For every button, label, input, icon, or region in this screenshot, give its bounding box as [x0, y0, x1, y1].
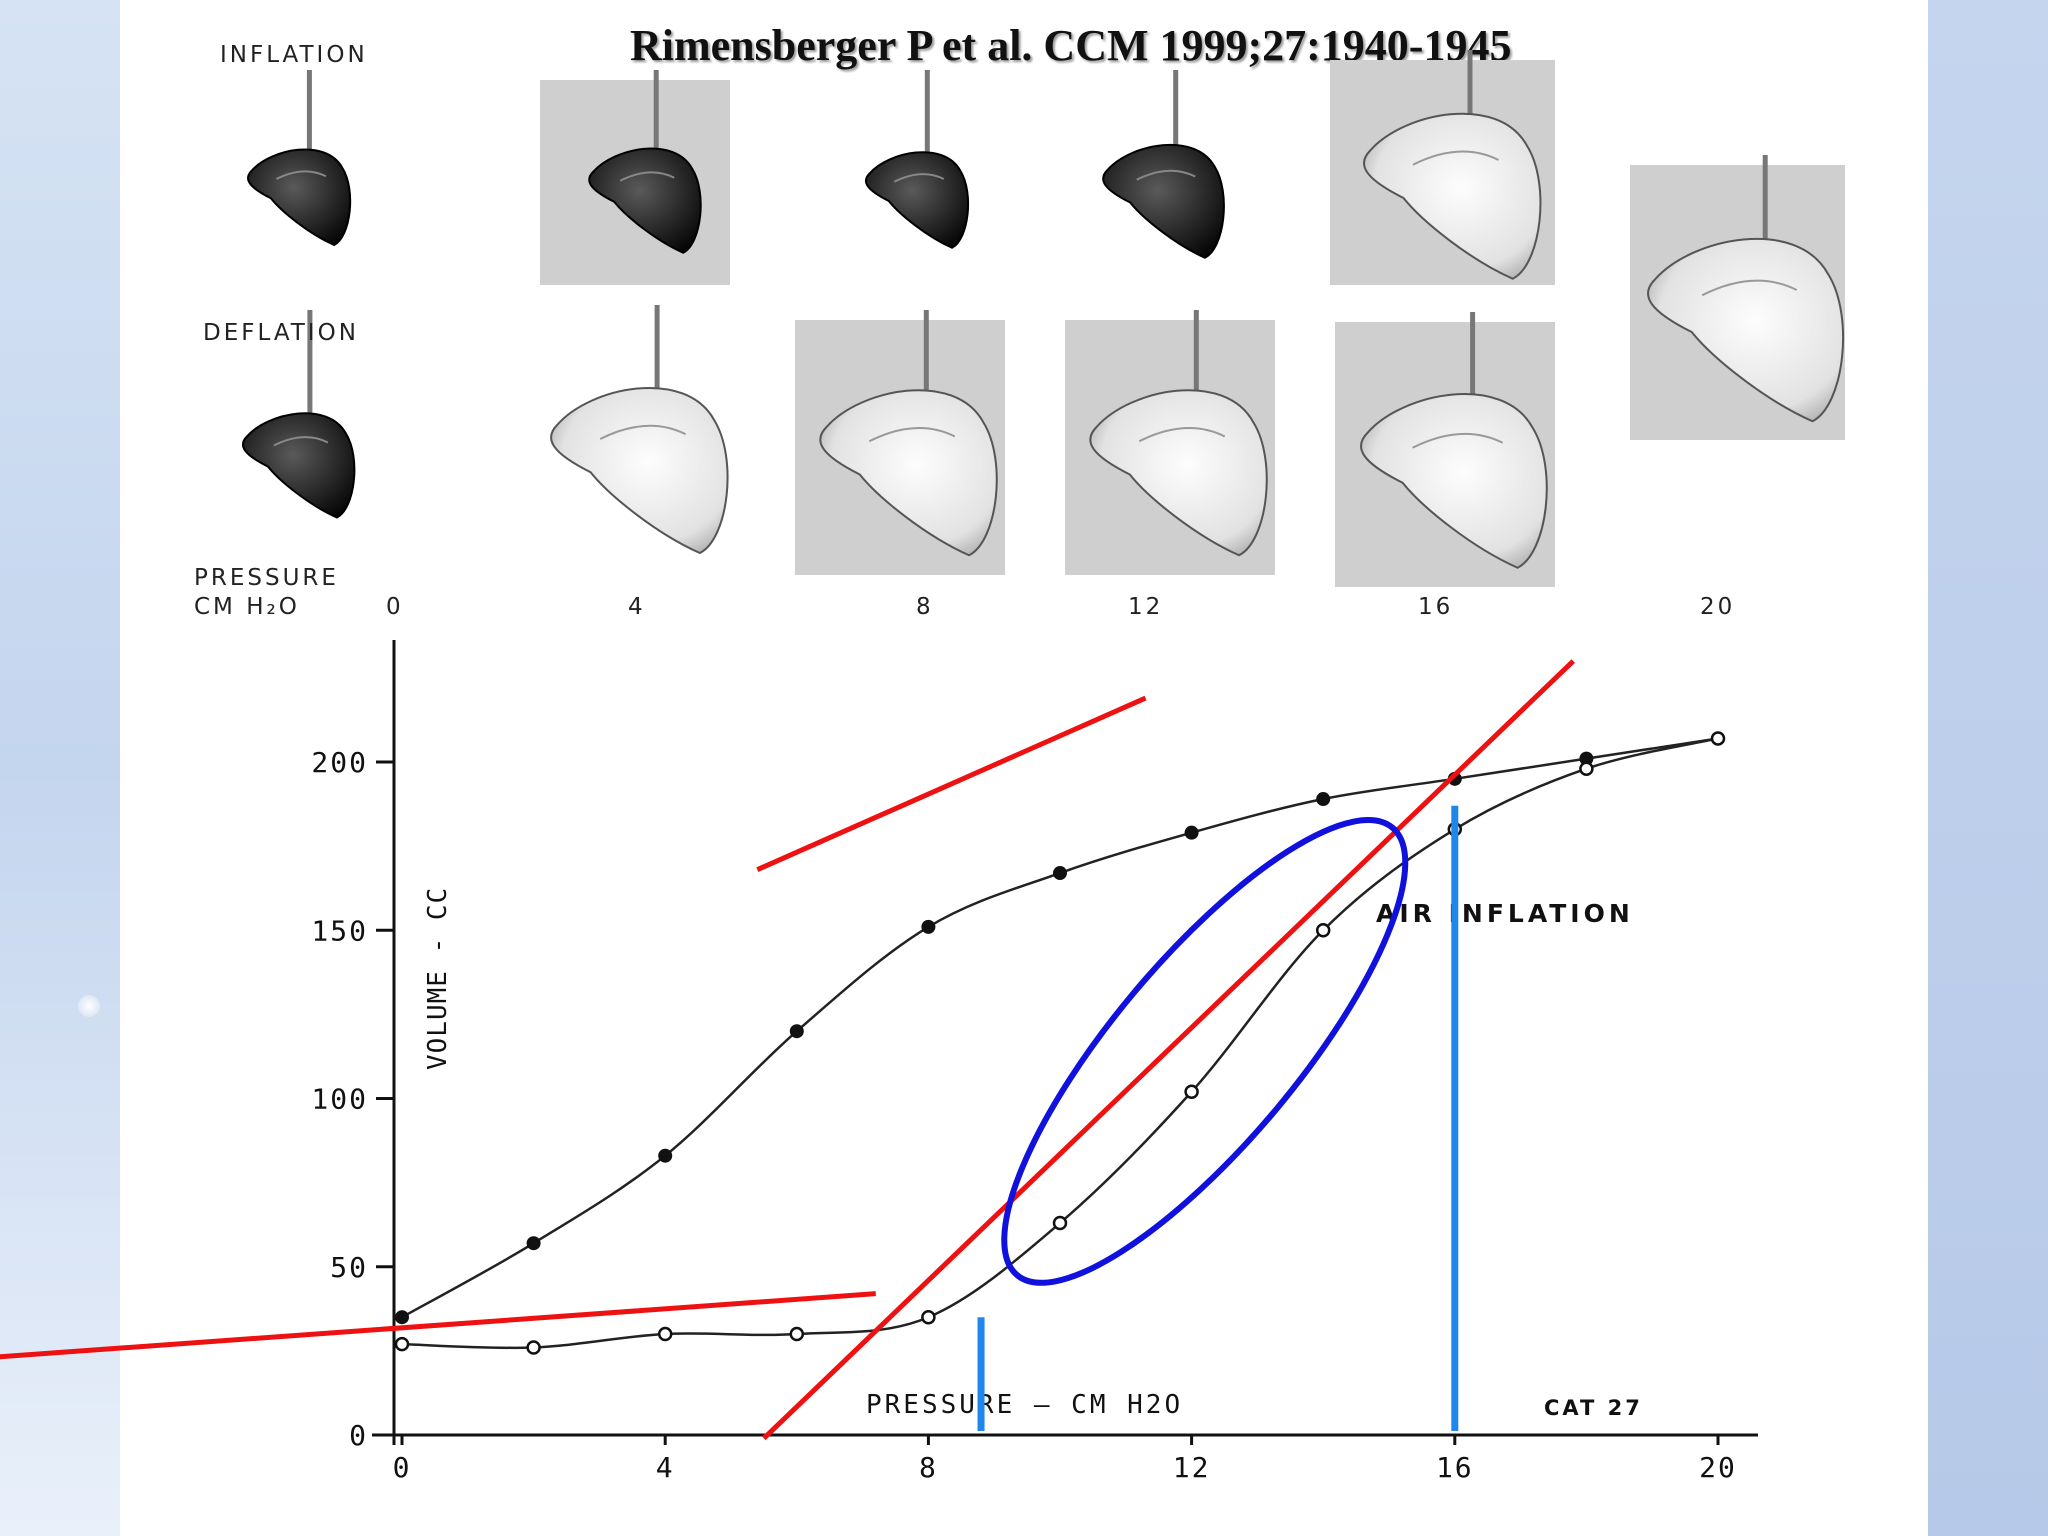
- series-1-point-3: [789, 1326, 805, 1342]
- unit-row-label: CM H₂O: [194, 594, 300, 620]
- series-1-point-6: [1184, 1084, 1199, 1100]
- series-1-point-4: [921, 1309, 936, 1325]
- series-1-point-9: [1579, 761, 1594, 776]
- annotation-cat-27: CAT 27: [1544, 1396, 1643, 1420]
- inflation-photo-8: [864, 70, 970, 249]
- inflation-photo-0: [247, 70, 352, 247]
- series-1-point-1: [526, 1340, 541, 1355]
- photo-pressure-4: 4: [628, 594, 646, 620]
- x-tick-label-4: 4: [656, 1451, 675, 1484]
- deflation-photo-4: [550, 305, 729, 555]
- series-0-point-3: [789, 1024, 804, 1039]
- x-tick-label-20: 20: [1699, 1451, 1737, 1484]
- series-1-point-0: [394, 1336, 410, 1352]
- deflation-photo-16: [1335, 312, 1555, 587]
- x-tick-label-16: 16: [1436, 1451, 1474, 1484]
- x-tick-label-12: 12: [1173, 1451, 1211, 1484]
- inflation-row-label: INFLATION: [220, 42, 368, 68]
- annotation-air-inflation: AIR INFLATION: [1376, 899, 1634, 928]
- right-background-panel: [1928, 0, 2048, 1536]
- series-0-point-6: [1184, 825, 1199, 840]
- photo-pressure-0: 0: [386, 594, 404, 620]
- y-tick-label-150: 150: [311, 914, 368, 947]
- pressure-row-label: PRESSURE: [194, 565, 339, 591]
- photo-pressure-8: 8: [916, 594, 934, 620]
- series-1-curve: [401, 737, 1719, 1350]
- series-1-point-5: [1052, 1215, 1068, 1231]
- inflation-photo-16: [1330, 50, 1555, 285]
- series-0-point-0: [395, 1310, 409, 1325]
- left-background-panel: [0, 0, 120, 1536]
- fit-line-1: [0, 1291, 876, 1360]
- series-1-point-2: [657, 1326, 673, 1342]
- inflation-photo-4: [540, 70, 730, 285]
- series-1-point-7: [1315, 923, 1331, 938]
- series-0-point-9: [1579, 751, 1594, 766]
- x-axis-label: PRESSURE — CM H2O: [866, 1390, 1183, 1420]
- series-0-point-4: [921, 919, 936, 934]
- y-tick-label-200: 200: [311, 746, 368, 779]
- series-0-point-2: [658, 1148, 673, 1163]
- lung-photo-grid: [242, 50, 1845, 587]
- series-0-point-5: [1053, 866, 1067, 881]
- deflation-row-label: DEFLATION: [203, 320, 359, 346]
- x-tick-label-0: 0: [393, 1451, 412, 1484]
- deflation-photo-12: [1065, 310, 1275, 575]
- deflation-photo-0: [242, 310, 356, 519]
- deflation-photo-8: [795, 310, 1005, 575]
- y-tick-label-50: 50: [330, 1251, 368, 1284]
- inflation-photo-12: [1102, 70, 1225, 259]
- x-tick-label-8: 8: [919, 1451, 938, 1484]
- series-0-curve: [401, 737, 1719, 1319]
- decorative-glow-dot: [78, 995, 100, 1017]
- fit-line-3: [756, 695, 1147, 872]
- highlight-ellipse: [1001, 817, 1409, 1286]
- photo-pressure-20: 20: [1700, 594, 1736, 620]
- series-0-point-1: [526, 1236, 541, 1251]
- photo-pressure-16: 16: [1418, 594, 1454, 620]
- y-axis-label: VOLUME - CC: [423, 887, 453, 1070]
- y-tick-label-0: 0: [349, 1419, 368, 1452]
- y-tick-label-100: 100: [311, 1083, 368, 1116]
- photo-pressure-12: 12: [1128, 594, 1164, 620]
- series-1-point-10: [1710, 731, 1726, 746]
- photo-20: [1630, 155, 1845, 440]
- series-0-point-7: [1316, 792, 1331, 807]
- fit-line-2: [762, 659, 1575, 1441]
